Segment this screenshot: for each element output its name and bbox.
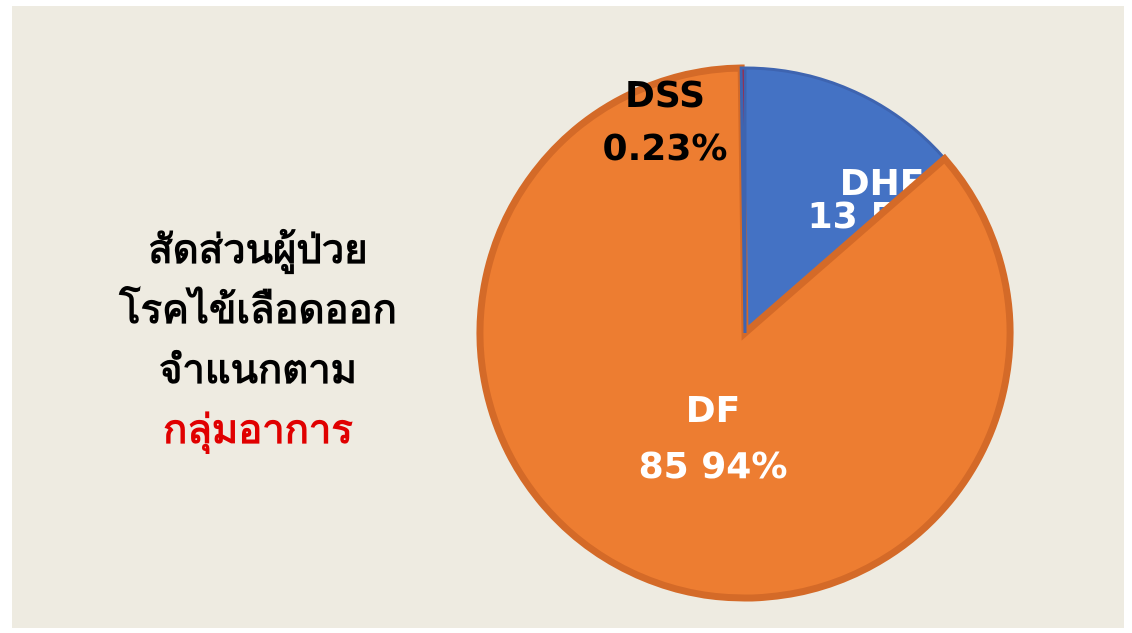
- title-line: โรคไข้เลือดออก: [118, 286, 397, 333]
- slice-label: DF: [686, 390, 740, 431]
- slice-value-label: 85 94%: [639, 446, 788, 487]
- title-line: จำแนกตาม: [159, 347, 357, 393]
- title-line: สัดส่วนผู้ป่วย: [148, 227, 367, 274]
- slice-value-label: 0.23%: [603, 128, 728, 169]
- pie-slice: [743, 66, 947, 337]
- slice-label: DSS: [625, 75, 705, 116]
- pie-slice: [739, 66, 747, 334]
- title-line: กลุ่มอาการ: [163, 407, 353, 455]
